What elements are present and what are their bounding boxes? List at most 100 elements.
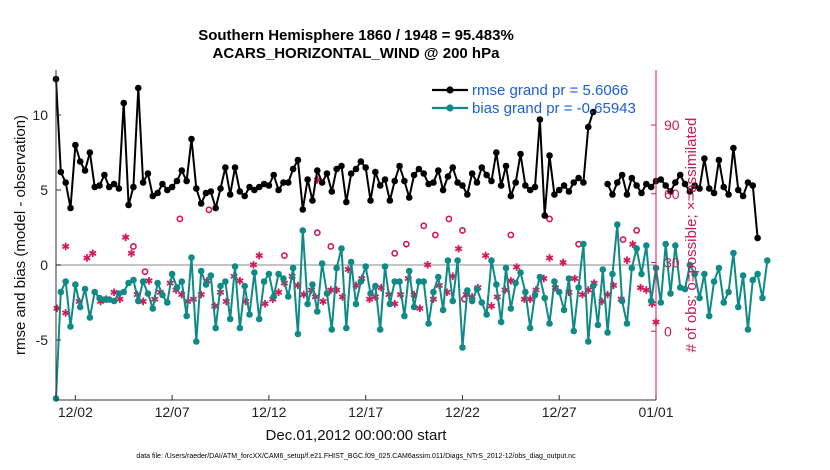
bias-point	[749, 276, 757, 284]
obs-assimilated-marker	[274, 288, 283, 297]
rmse-point	[231, 164, 239, 171]
rmse-point	[86, 149, 94, 156]
obs-assimilated-marker	[423, 260, 432, 269]
rmse-point	[391, 177, 399, 185]
rmse-point	[386, 197, 394, 204]
x-tick-label: 12/07	[155, 404, 190, 420]
rmse-point	[725, 191, 732, 198]
bias-point	[425, 320, 432, 327]
x-tick-label: 12/02	[58, 404, 93, 420]
obs-possible-marker	[507, 231, 515, 239]
rmse-point	[212, 204, 219, 212]
bias-point	[202, 281, 210, 288]
rmse-point	[333, 165, 340, 173]
bias-point	[763, 257, 771, 264]
bias-point	[536, 273, 544, 281]
obs-assimilated-marker	[454, 244, 463, 253]
y-right-tick-label: 90	[664, 117, 680, 133]
bias-point	[759, 294, 766, 302]
bias-point	[299, 227, 307, 234]
rmse-point	[570, 179, 578, 186]
legend-bias-marker	[446, 104, 454, 112]
bias-point	[67, 323, 74, 330]
obs-assimilated-marker	[481, 251, 490, 260]
bias-point	[241, 282, 249, 290]
rmse-point	[343, 198, 350, 206]
bias-point	[323, 290, 331, 297]
bias-point	[362, 263, 369, 270]
bias-point	[101, 296, 108, 303]
bias-point	[251, 269, 258, 276]
obs-assimilated-marker	[61, 242, 70, 251]
bias-point	[139, 278, 147, 285]
bias-point	[159, 291, 166, 299]
rmse-point	[144, 170, 152, 177]
obs-possible-marker	[402, 240, 410, 248]
bias-point	[289, 264, 297, 272]
x-tick-label: 12/12	[251, 404, 286, 420]
rmse-point	[338, 162, 345, 170]
obs-assimilated-marker	[559, 258, 567, 267]
rmse-point	[638, 189, 645, 197]
rmse-point	[309, 197, 316, 204]
bias-point	[720, 299, 728, 306]
rmse-point	[410, 171, 418, 179]
rmse-point	[609, 191, 616, 198]
bias-point	[715, 264, 723, 272]
bias-point	[730, 249, 737, 257]
obs-possible-marker	[313, 229, 321, 237]
rmse-point	[275, 186, 282, 194]
rmse-point	[241, 192, 249, 200]
bias-point	[110, 297, 118, 305]
rmse-point	[546, 152, 553, 159]
rmse-point	[565, 188, 573, 195]
obs-assimilated-marker	[249, 260, 258, 269]
bias-point	[497, 318, 505, 326]
rmse-point	[715, 156, 723, 164]
rmse-point	[313, 167, 321, 174]
bias-point	[343, 324, 350, 332]
obs-assimilated-marker	[261, 299, 269, 308]
bias-point	[333, 264, 340, 272]
rmse-point	[657, 176, 665, 183]
bias-point	[517, 269, 524, 276]
rmse-line	[55, 78, 595, 216]
rmse-point	[120, 99, 128, 107]
rmse-point	[686, 188, 694, 195]
bias-point	[236, 324, 244, 332]
bias-point	[565, 275, 573, 282]
rmse-point	[749, 182, 757, 189]
bias-point	[231, 263, 239, 270]
rmse-point	[483, 171, 490, 179]
y-tick-label: 0	[40, 257, 48, 273]
bias-point	[405, 267, 413, 275]
bias-point	[130, 276, 137, 284]
obs-possible-marker	[619, 236, 627, 243]
obs-possible-marker	[280, 252, 288, 260]
y-axis-right-label: # of obs: o=possible; ×=assimilated	[683, 118, 700, 353]
y-axis-ticks: -5 0 5 10	[32, 107, 61, 348]
chart-title: Southern Hemisphere 1860 / 1948 = 95.483…	[198, 27, 514, 44]
bias-point	[594, 321, 602, 329]
rmse-point	[478, 164, 486, 171]
rmse-point	[459, 182, 466, 189]
legend-rmse-marker	[446, 86, 454, 94]
obs-assimilated-marker	[236, 277, 244, 285]
rmse-point	[710, 189, 718, 197]
bias-point	[318, 260, 326, 267]
rmse-point	[130, 183, 137, 191]
rmse-point	[193, 185, 200, 192]
obs-assimilated-marker	[89, 249, 97, 258]
bias-point	[420, 278, 428, 285]
bias-point	[304, 300, 311, 308]
legend: rmse grand pr = 5.6066 bias grand pr = -…	[432, 82, 636, 117]
bias-point	[338, 245, 345, 252]
bias-point	[507, 305, 515, 312]
rmse-series-layer	[52, 75, 761, 242]
rmse-point	[584, 123, 592, 131]
y-right-tick-label: 30	[664, 255, 680, 271]
bias-point	[546, 320, 553, 327]
bias-point	[691, 270, 699, 278]
rmse-point	[415, 165, 423, 173]
rmse-point	[502, 162, 510, 170]
